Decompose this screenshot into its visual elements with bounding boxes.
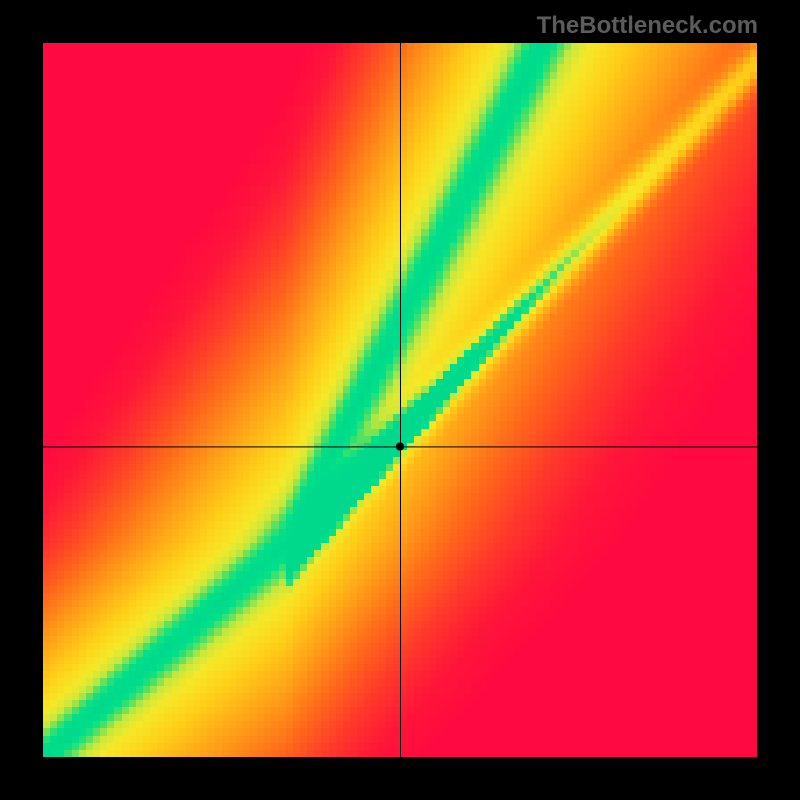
bottleneck-heatmap (0, 0, 800, 800)
watermark-text: TheBottleneck.com (537, 12, 758, 40)
chart-container: TheBottleneck.com (0, 0, 800, 800)
